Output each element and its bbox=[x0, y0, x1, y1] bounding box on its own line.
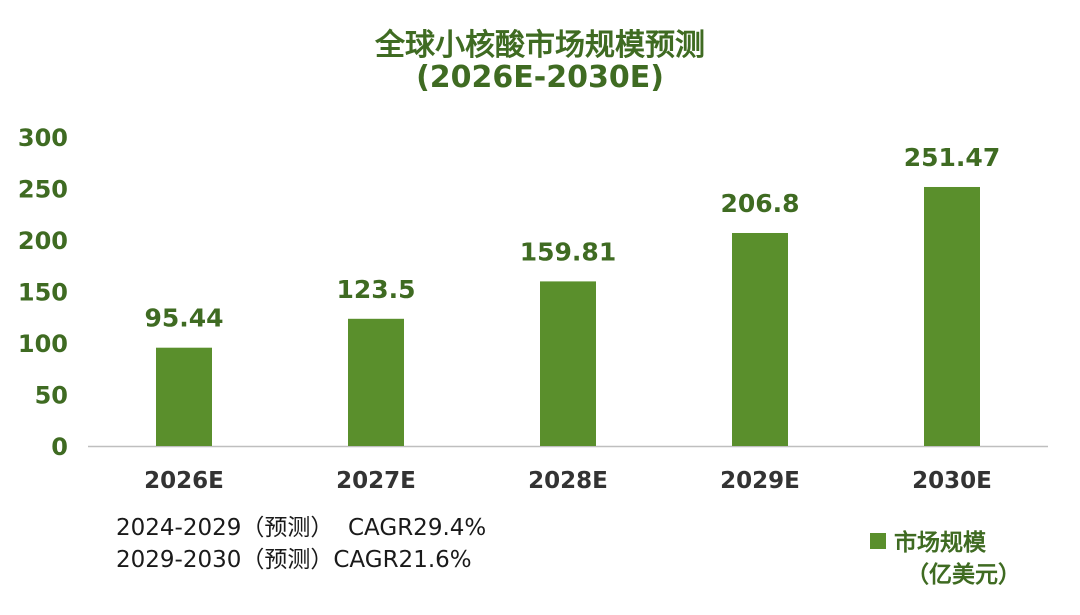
bar-2028e bbox=[540, 281, 596, 446]
y-tick-label: 100 bbox=[18, 330, 68, 358]
x-tick-label: 2029E bbox=[720, 468, 800, 494]
x-tick-label: 2030E bbox=[912, 468, 992, 494]
y-tick-label: 150 bbox=[18, 279, 68, 307]
y-tick-label: 200 bbox=[18, 227, 68, 255]
bar-2029e bbox=[732, 232, 788, 446]
data-labels-group: 95.44 123.5 159.81 206.8 251.47 bbox=[144, 143, 1000, 333]
y-tick-label: 250 bbox=[18, 176, 68, 204]
bar-2030e bbox=[924, 186, 980, 446]
bars-group bbox=[156, 186, 980, 446]
cagr-note-2: 2029-2030（预测）CAGR21.6% bbox=[116, 547, 472, 573]
legend-label: 市场规模 bbox=[894, 530, 986, 556]
y-axis-ticks: 0 50 100 150 200 250 300 bbox=[18, 124, 68, 461]
y-tick-label: 0 bbox=[51, 433, 68, 461]
chart-title: 全球小核酸市场规模预测 bbox=[375, 28, 705, 63]
y-tick-label: 300 bbox=[18, 124, 68, 152]
cagr-notes: 2024-2029（预测） CAGR29.4% 2029-2030（预测）CAG… bbox=[116, 512, 486, 576]
legend: 市场规模 （亿美元） bbox=[870, 527, 1021, 591]
chart-subtitle: (2026E-2030E) bbox=[416, 60, 664, 95]
x-tick-label: 2026E bbox=[144, 468, 224, 494]
bar-2026e bbox=[156, 347, 212, 446]
data-label: 159.81 bbox=[520, 237, 616, 266]
data-label: 251.47 bbox=[904, 143, 1000, 172]
data-label: 206.8 bbox=[720, 189, 799, 218]
data-label: 123.5 bbox=[336, 275, 415, 304]
y-tick-label: 50 bbox=[35, 382, 68, 410]
data-label: 95.44 bbox=[144, 304, 223, 333]
x-tick-label: 2027E bbox=[336, 468, 416, 494]
bar-2027e bbox=[348, 318, 404, 446]
x-axis-ticks: 2026E 2027E 2028E 2029E 2030E bbox=[144, 468, 992, 494]
cagr-note-1: 2024-2029（预测） CAGR29.4% bbox=[116, 515, 487, 541]
legend-unit: （亿美元） bbox=[906, 562, 1021, 588]
legend-swatch bbox=[870, 533, 886, 549]
x-tick-label: 2028E bbox=[528, 468, 608, 494]
